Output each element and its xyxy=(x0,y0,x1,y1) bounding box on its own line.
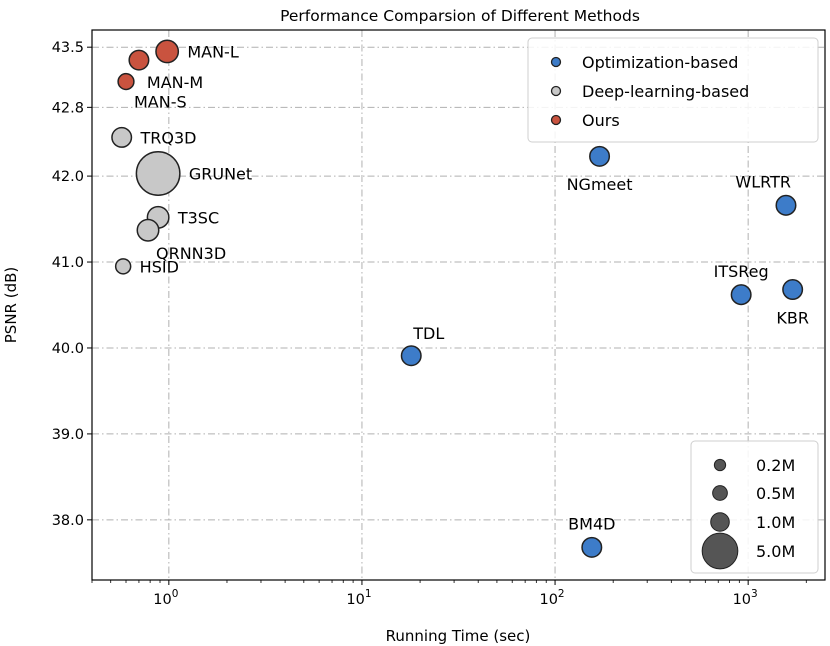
point-label-t3sc: T3SC xyxy=(177,208,219,227)
x-tick-exponent: 1 xyxy=(365,588,372,600)
x-tick-base: 10 xyxy=(346,592,364,608)
x-axis-label: Running Time (sec) xyxy=(386,627,531,645)
x-tick-base: 10 xyxy=(733,592,751,608)
y-tick-label: 42.0 xyxy=(52,169,84,185)
x-tick-exponent: 2 xyxy=(558,588,565,600)
size-legend-marker xyxy=(710,512,730,532)
x-tick-label: 100 xyxy=(153,588,178,608)
point-label-grunet: GRUNet xyxy=(189,165,252,184)
point-label-tdl: TDL xyxy=(412,324,444,343)
size-legend-label: 5.0M xyxy=(756,542,795,561)
point-label-man-l: MAN-L xyxy=(187,42,238,61)
y-axis-label: PSNR (dB) xyxy=(2,267,20,344)
point-wlrtr xyxy=(775,194,797,216)
point-ngmeet xyxy=(589,145,611,167)
point-label-man-s: MAN-S xyxy=(134,92,187,111)
point-label-itsreg: ITSReg xyxy=(714,262,769,281)
x-tick-base: 10 xyxy=(539,592,557,608)
x-tick-exponent: 3 xyxy=(751,588,758,600)
y-tick-label: 42.8 xyxy=(52,100,84,116)
size-legend: 0.2M 0.5M 1.0M 5.0M xyxy=(690,440,819,574)
point-qrnn3d xyxy=(136,218,160,242)
y-tick-label: 40.0 xyxy=(52,341,84,357)
point-trq3d xyxy=(111,126,133,148)
size-legend-marker xyxy=(713,458,727,472)
data-points xyxy=(111,39,804,558)
y-tick-label: 39.0 xyxy=(52,427,84,443)
y-tick-label: 43.5 xyxy=(52,40,84,56)
legend-marker xyxy=(550,85,562,97)
point-itsreg xyxy=(730,284,752,306)
size-legend-marker xyxy=(712,485,728,501)
size-legend-label: 0.5M xyxy=(756,484,795,503)
size-legend-marker xyxy=(701,532,739,570)
point-label-trq3d: TRQ3D xyxy=(139,128,196,147)
legend-marker xyxy=(550,56,562,68)
point-label-man-m: MAN-M xyxy=(147,73,203,92)
point-label-hsid: HSID xyxy=(140,257,179,276)
point-label-ngmeet: NGmeet xyxy=(567,175,633,194)
point-kbr xyxy=(782,279,804,301)
point-man-s xyxy=(117,72,135,91)
y-tick-label: 41.0 xyxy=(52,255,84,271)
point-man-l xyxy=(155,39,180,64)
x-tick-label: 103 xyxy=(733,588,758,608)
legend-label: Optimization-based xyxy=(582,53,738,72)
point-hsid xyxy=(114,258,132,275)
size-legend-label: 0.2M xyxy=(756,456,795,475)
x-tick-label: 102 xyxy=(539,588,564,608)
point-man-m xyxy=(128,49,150,71)
size-legend-label: 1.0M xyxy=(756,513,795,532)
legend-marker xyxy=(550,114,562,126)
legend-box xyxy=(527,37,819,143)
y-tick-label: 38.0 xyxy=(52,513,84,529)
legend-label: Deep-learning-based xyxy=(582,82,749,101)
legend-label: Ours xyxy=(582,111,620,130)
point-bm4d xyxy=(581,536,603,558)
point-label-qrnn3d: QRNN3D xyxy=(156,244,226,263)
category-legend: Optimization-based Deep-learning-based Our… xyxy=(527,37,819,143)
point-grunet xyxy=(135,151,181,197)
x-tick-exponent: 0 xyxy=(172,588,179,600)
chart-title: Performance Comparsion of Different Meth… xyxy=(280,7,640,25)
point-label-kbr: KBR xyxy=(776,308,809,327)
x-tick-base: 10 xyxy=(153,592,171,608)
point-label-wlrtr: WLRTR xyxy=(735,173,791,192)
x-tick-label: 101 xyxy=(346,588,371,608)
point-tdl xyxy=(400,345,422,367)
point-label-bm4d: BM4D xyxy=(568,515,615,534)
plot-frame xyxy=(91,29,826,581)
